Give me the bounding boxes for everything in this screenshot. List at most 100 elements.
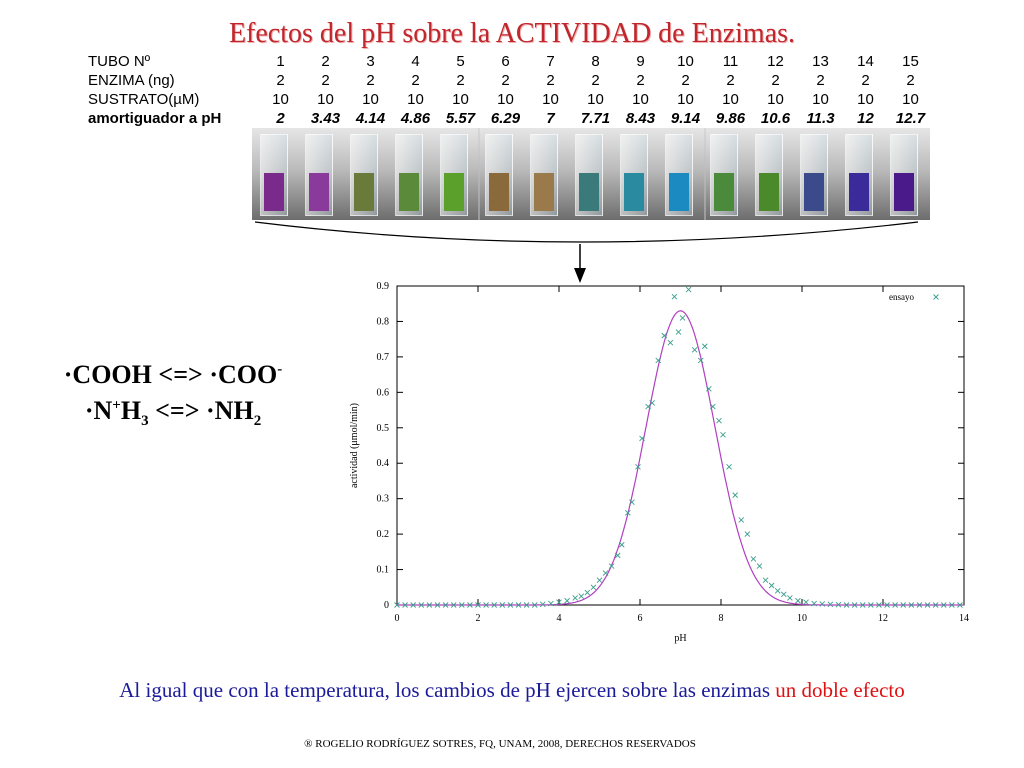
table-cell: 10 — [542, 91, 559, 108]
x-tick-label: 8 — [719, 613, 724, 624]
data-point — [892, 602, 898, 608]
test-tube — [845, 134, 873, 216]
table-cell: 2 — [501, 72, 510, 89]
y-tick-label: 0.4 — [377, 458, 390, 469]
table-cell: 10 — [407, 91, 424, 108]
data-point — [716, 417, 722, 424]
data-point — [868, 602, 874, 608]
tube-liquid — [354, 173, 374, 211]
table-cell: 7 — [546, 110, 555, 127]
formula-amino: ·N+H3 <=> ·NH2 — [84, 396, 262, 430]
data-point — [859, 602, 866, 608]
table-cell: 2 — [906, 72, 915, 89]
test-tube — [440, 134, 468, 216]
test-tube — [710, 134, 738, 216]
legend-label: ensayo — [889, 292, 914, 302]
table-cell: 12.7 — [895, 110, 926, 127]
data-point — [450, 602, 457, 608]
table-cell: 10 — [767, 91, 784, 108]
data-point — [394, 602, 400, 608]
table-cell: 10 — [452, 91, 469, 108]
table-row: SUSTRATO(µM) 10 10 10 10 10 10 10 10 10 10 10 10 10 10… — [88, 90, 933, 109]
table-cell: 6 — [501, 53, 510, 70]
table-cell: 2 — [456, 72, 465, 89]
table-cell: 11 — [722, 53, 739, 70]
data-point — [625, 510, 631, 516]
table-cell: 5.57 — [445, 110, 476, 127]
data-point — [402, 602, 408, 608]
test-tube — [755, 134, 783, 216]
y-tick-label: 0.7 — [377, 352, 390, 363]
tube-liquid — [714, 173, 734, 211]
test-tube — [485, 134, 513, 216]
table-cell: 5 — [456, 53, 465, 70]
table-cell: 10 — [587, 91, 604, 108]
data-point — [957, 602, 963, 608]
table-cell: 10 — [857, 91, 874, 108]
tube-liquid — [309, 173, 329, 211]
experiment-table: TUBO Nº 1 2 3 4 5 6 7 8 9 10 11 12 13 14 15 ENZIMA (ng) 2… — [88, 52, 933, 128]
table-cell: 2 — [411, 72, 420, 89]
data-point — [949, 602, 955, 608]
data-point — [671, 293, 678, 300]
table-cell: 4.14 — [355, 110, 386, 127]
y-tick-label: 0.5 — [377, 423, 390, 434]
page-title: Efectos del pH sobre la ACTIVIDAD de Enz… — [228, 18, 796, 49]
table-cell: 2 — [546, 72, 555, 89]
table-cell: 9.14 — [670, 110, 701, 127]
table-cell: 8 — [591, 53, 600, 70]
y-tick-label: 0 — [384, 600, 389, 611]
tube-liquid — [444, 173, 464, 211]
data-point — [458, 602, 465, 608]
fit-curve — [397, 310, 964, 606]
caption-highlight: un doble efecto — [775, 678, 905, 702]
table-row: amortiguador a pH 2 3.43 4.14 4.86 5.57 6.29 7 7… — [88, 109, 933, 128]
data-point — [827, 601, 834, 608]
data-point — [584, 589, 591, 596]
table-cell: 2 — [321, 72, 330, 89]
data-point — [908, 602, 915, 608]
data-point — [639, 435, 645, 442]
data-point — [596, 577, 603, 584]
data-point — [795, 597, 801, 604]
copyright: ® ROGELIO RODRÍGUEZ SOTRES, FQ, UNAM, 20… — [304, 738, 696, 750]
data-point — [655, 357, 662, 364]
table-cell: 10 — [497, 91, 514, 108]
table-cell: 2 — [861, 72, 870, 89]
test-tube — [620, 134, 648, 216]
data-point — [787, 595, 793, 601]
table-cell: 2 — [636, 72, 645, 89]
data-point — [768, 582, 775, 589]
data-point — [467, 602, 473, 608]
table-cell: 2 — [276, 72, 285, 89]
plot-frame — [396, 285, 965, 606]
data-point — [932, 602, 939, 608]
data-point — [667, 339, 674, 346]
data-point — [876, 602, 882, 608]
x-tick-label: 4 — [557, 613, 562, 624]
table-cell: 10 — [272, 91, 289, 108]
data-point — [608, 563, 615, 569]
data-point — [940, 602, 947, 608]
data-point — [556, 599, 562, 605]
y-tick-label: 0.2 — [377, 529, 390, 540]
table-cell: 13 — [812, 53, 829, 70]
row-label: ENZIMA (ng) — [88, 72, 175, 89]
data-point — [629, 499, 635, 506]
data-point — [738, 517, 745, 523]
data-point — [564, 597, 570, 604]
data-point — [701, 343, 708, 350]
data-point — [434, 602, 441, 608]
tube-liquid — [624, 173, 644, 211]
test-tube — [575, 134, 603, 216]
data-point — [410, 602, 417, 608]
data-point — [499, 602, 506, 608]
table-cell: 10 — [362, 91, 379, 108]
test-tube — [665, 134, 693, 216]
data-point — [884, 602, 890, 608]
data-point — [539, 601, 546, 608]
row-label: amortiguador a pH — [88, 110, 222, 127]
table-cell: 2 — [681, 72, 690, 89]
y-axis-label: actividad (μmol/min) — [349, 403, 360, 488]
